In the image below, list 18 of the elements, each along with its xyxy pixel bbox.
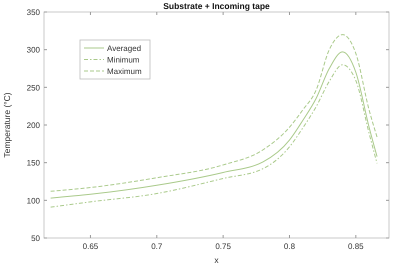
y-tick-label: 250 [26, 83, 41, 92]
y-axis-title: Temperature (°C) [2, 92, 12, 158]
chart-title: Substrate + Incoming tape [163, 1, 270, 11]
y-tick-label: 300 [26, 46, 41, 55]
legend-label: Maximum [107, 67, 142, 76]
legend-label: Minimum [107, 56, 140, 64]
y-tick-label: 150 [26, 158, 41, 168]
y-tick-label: 100 [26, 196, 41, 206]
x-tick-label: 0.65 [82, 242, 99, 251]
x-tick-label: 0.7 [151, 242, 163, 251]
y-tick-label: 50 [31, 234, 41, 243]
x-tick-label: 0.85 [348, 242, 364, 251]
y-tick-label: 350 [26, 8, 41, 17]
x-tick-label: 0.75 [215, 242, 232, 251]
legend-label: Averaged [107, 44, 142, 53]
x-tick-label: 0.8 [284, 242, 296, 251]
y-tick-label: 200 [26, 121, 41, 130]
x-axis-title: x [214, 255, 220, 265]
